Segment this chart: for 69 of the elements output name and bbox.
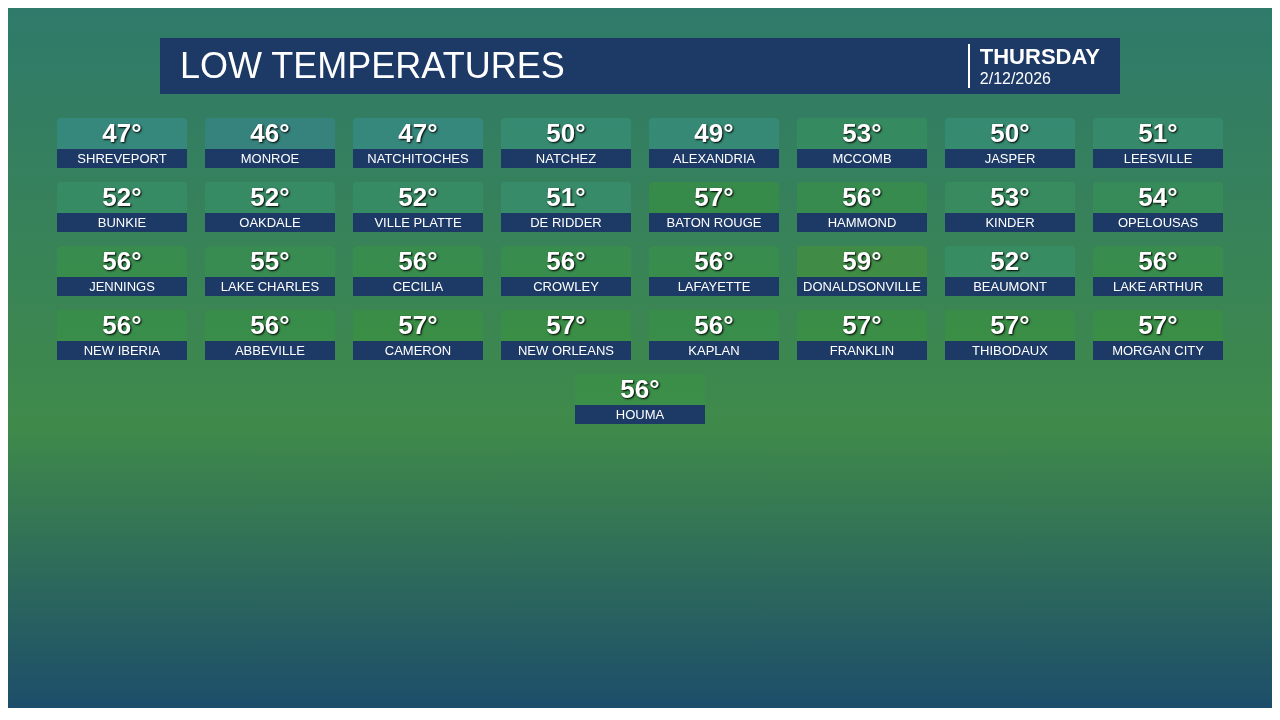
data-label: 56° bbox=[619, 374, 661, 405]
text: LOW TEMPERATURES bbox=[180, 45, 566, 87]
data-label: 49° bbox=[693, 118, 735, 149]
data-label: 53° bbox=[989, 182, 1031, 213]
data-label: 55° bbox=[249, 246, 291, 277]
data-label: 52° bbox=[989, 246, 1031, 277]
data-label: 57° bbox=[989, 310, 1031, 341]
category-label: BATON ROUGE bbox=[649, 213, 779, 232]
data-label: 57° bbox=[693, 182, 735, 213]
data-label: 52° bbox=[101, 182, 143, 213]
data-label: 54° bbox=[1137, 182, 1179, 213]
category-label: HOUMA bbox=[575, 405, 705, 424]
data-label: 56° bbox=[249, 310, 291, 341]
category-label: NATCHEZ bbox=[501, 149, 631, 168]
category-label: BUNKIE bbox=[57, 213, 187, 232]
data-label: 57° bbox=[1137, 310, 1179, 341]
category-label: MORGAN CITY bbox=[1093, 341, 1223, 360]
data-label: 56° bbox=[693, 246, 735, 277]
category-label: MONROE bbox=[205, 149, 335, 168]
data-label: 59° bbox=[841, 246, 883, 277]
category-label: SHREVEPORT bbox=[57, 149, 187, 168]
category-label: OAKDALE bbox=[205, 213, 335, 232]
category-label: KINDER bbox=[945, 213, 1075, 232]
category-label: DONALDSONVILLE bbox=[797, 277, 927, 296]
category-label: NEW IBERIA bbox=[57, 341, 187, 360]
category-label: LEESVILLE bbox=[1093, 149, 1223, 168]
data-label: 47° bbox=[397, 118, 439, 149]
data-label: 51° bbox=[545, 182, 587, 213]
category-label: NEW ORLEANS bbox=[501, 341, 631, 360]
category-label: JENNINGS bbox=[57, 277, 187, 296]
data-label: 56° bbox=[693, 310, 735, 341]
category-label: HAMMOND bbox=[797, 213, 927, 232]
data-label: 56° bbox=[841, 182, 883, 213]
category-label: JASPER bbox=[945, 149, 1075, 168]
text: THURSDAY bbox=[979, 44, 1100, 70]
text: 2/12/2026 bbox=[979, 70, 1052, 88]
category-label: CROWLEY bbox=[501, 277, 631, 296]
category-label: VILLE PLATTE bbox=[353, 213, 483, 232]
data-label: 52° bbox=[249, 182, 291, 213]
data-label: 46° bbox=[249, 118, 291, 149]
data-label: 56° bbox=[545, 246, 587, 277]
category-label: ALEXANDRIA bbox=[649, 149, 779, 168]
category-label: CAMERON bbox=[353, 341, 483, 360]
category-label: LAKE ARTHUR bbox=[1093, 277, 1223, 296]
category-label: FRANKLIN bbox=[797, 341, 927, 360]
category-label: NATCHITOCHES bbox=[353, 149, 483, 168]
category-label: THIBODAUX bbox=[945, 341, 1075, 360]
data-label: 52° bbox=[397, 182, 439, 213]
data-label: 51° bbox=[1137, 118, 1179, 149]
category-label: DE RIDDER bbox=[501, 213, 631, 232]
data-label: 53° bbox=[841, 118, 883, 149]
category-label: KAPLAN bbox=[649, 341, 779, 360]
category-label: MCCOMB bbox=[797, 149, 927, 168]
data-label: 57° bbox=[841, 310, 883, 341]
category-label: LAFAYETTE bbox=[649, 277, 779, 296]
data-label: 50° bbox=[545, 118, 587, 149]
data-label: 50° bbox=[989, 118, 1031, 149]
category-label: LAKE CHARLES bbox=[205, 277, 335, 296]
data-label: 56° bbox=[101, 246, 143, 277]
category-label: OPELOUSAS bbox=[1093, 213, 1223, 232]
category-label: ABBEVILLE bbox=[205, 341, 335, 360]
data-label: 56° bbox=[1137, 246, 1179, 277]
data-label: 57° bbox=[545, 310, 587, 341]
data-label: 56° bbox=[101, 310, 143, 341]
category-label: CECILIA bbox=[353, 277, 483, 296]
data-label: 47° bbox=[101, 118, 143, 149]
category-label: BEAUMONT bbox=[945, 277, 1075, 296]
data-label: 57° bbox=[397, 310, 439, 341]
data-label: 56° bbox=[397, 246, 439, 277]
